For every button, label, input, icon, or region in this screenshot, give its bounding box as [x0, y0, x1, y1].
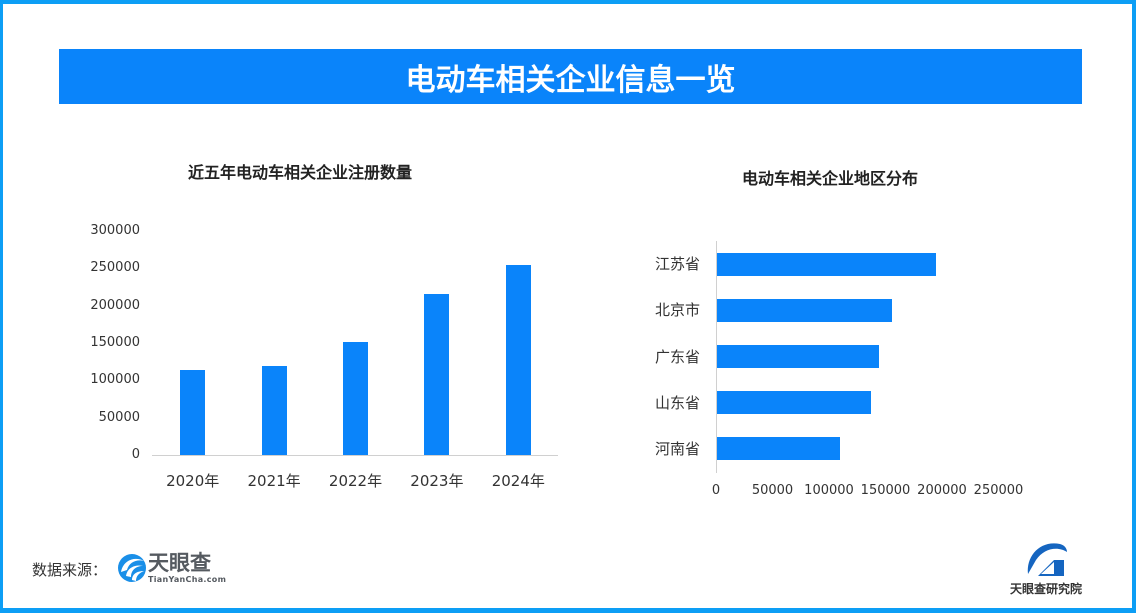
bar-2023年: [424, 294, 450, 455]
x-tick-label: 100000: [804, 483, 854, 498]
y-category-label: 江苏省: [654, 255, 700, 274]
data-source-label: 数据来源：: [32, 561, 108, 579]
institute-name: 天眼查研究院: [1009, 582, 1082, 596]
x-tick-label: 0: [711, 483, 721, 498]
left-chart-title: 近五年电动车相关企业注册数量: [187, 163, 412, 182]
x-axis-line: [152, 455, 558, 456]
y-tick-label: 100000: [90, 372, 140, 388]
y-tick-label: 250000: [90, 260, 140, 276]
tianyancha-logo: 天眼查 TianYanCha.com: [117, 551, 226, 585]
x-category-label: 2023年: [410, 472, 464, 490]
y-tick-label: 300000: [90, 223, 140, 238]
bar-广东省: [717, 345, 879, 368]
y-tick-label: 150000: [90, 335, 140, 350]
tianyancha-logo-icon: [118, 554, 146, 582]
bar-2020年: [180, 369, 206, 455]
x-category-label: 2020年: [166, 472, 220, 490]
x-category-label: 2024年: [491, 472, 545, 490]
tianyancha-logo-text: 天眼查: [148, 551, 211, 575]
x-tick-label: 150000: [860, 483, 911, 498]
x-category-label: 2021年: [247, 472, 301, 490]
x-tick-label: 250000: [973, 483, 1024, 498]
title-banner: 电动车相关企业信息一览: [59, 49, 1082, 104]
bar-2022年: [343, 341, 368, 455]
y-axis-line: [716, 241, 717, 473]
x-category-label: 2022年: [328, 472, 383, 490]
bar-2021年: [261, 366, 287, 455]
bar-河南省: [717, 437, 841, 461]
y-category-label: 北京市: [654, 301, 700, 320]
x-tick-label: 50000: [751, 483, 794, 498]
bar-山东省: [717, 391, 871, 415]
y-category-label: 山东省: [654, 393, 700, 412]
tianyancha-logo-domain: TianYanCha.com: [148, 575, 227, 584]
bar-江苏省: [717, 252, 937, 276]
y-category-label: 河南省: [654, 439, 700, 458]
bar-北京市: [717, 298, 893, 322]
y-tick-label: 0: [131, 447, 140, 462]
right-chart-title: 电动车相关企业地区分布: [741, 169, 918, 188]
y-tick-label: 50000: [98, 409, 140, 425]
tianyancha-institute-logo: 天眼查研究院: [1006, 538, 1086, 598]
bar-2024年: [505, 265, 531, 455]
y-category-label: 广东省: [654, 347, 700, 366]
x-tick-label: 200000: [917, 483, 967, 498]
y-tick-label: 200000: [90, 297, 140, 313]
page-title: 电动车相关企业信息一览: [405, 62, 736, 98]
institute-logo-icon: [1027, 543, 1067, 576]
